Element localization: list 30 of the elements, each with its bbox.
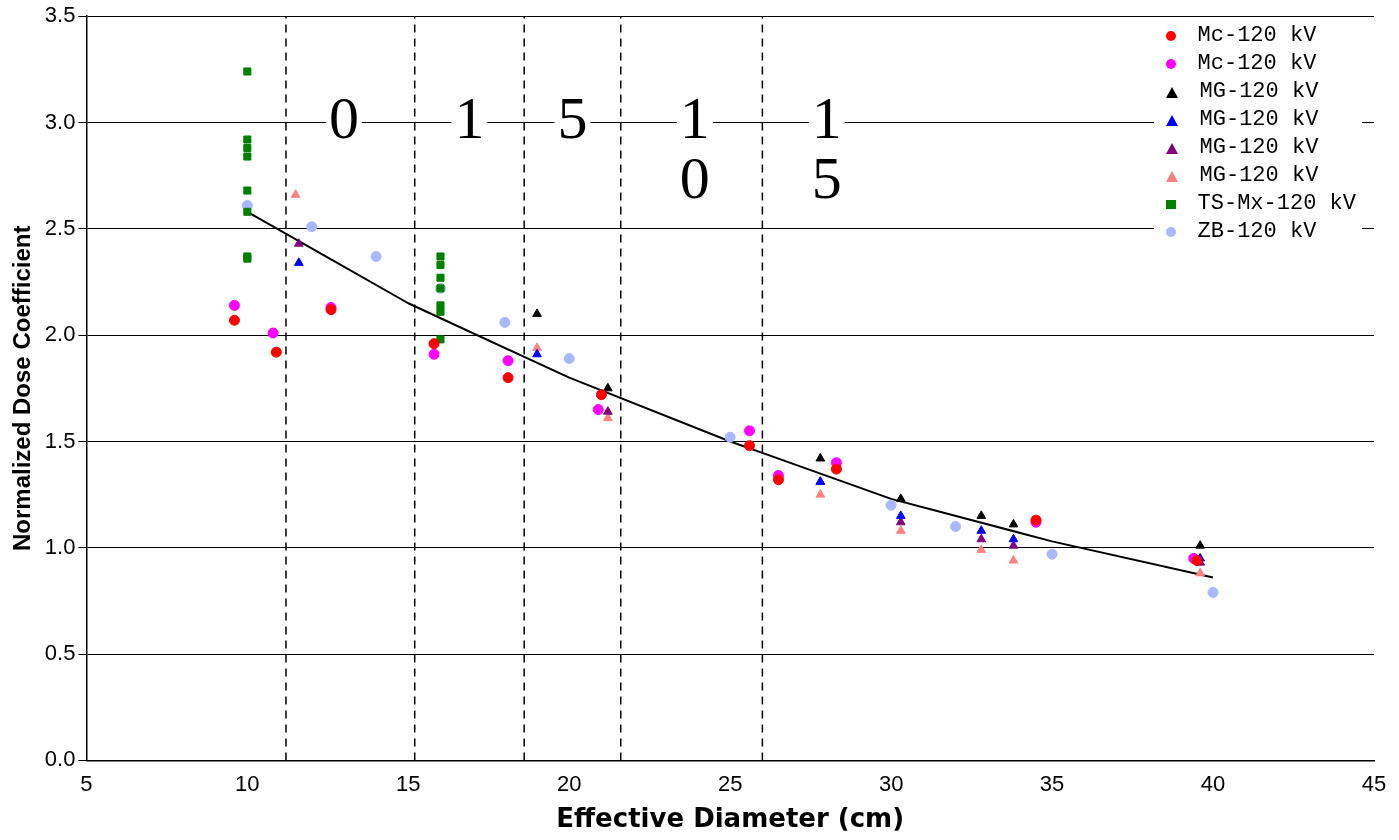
legend-label: Mc-120 kV (1197, 22, 1317, 51)
y-axis-title: Normalized Dose Coefficient (8, 225, 36, 551)
x-tick-label: 10 (235, 770, 260, 796)
annotation: 1 (454, 85, 485, 152)
y-tick-label: 2.0 (44, 321, 76, 347)
legend-label: MG-120 kV (1199, 106, 1319, 135)
x-tick-label: 30 (878, 770, 904, 796)
y-tick-label: 0.5 (44, 640, 76, 666)
legend-label: MG-120 kV (1199, 78, 1319, 107)
legend-label: MG-120 kV (1199, 162, 1319, 191)
legend-label: MG-120 kV (1199, 134, 1319, 163)
x-tick-label: 40 (1200, 770, 1226, 796)
x-tick-label: 35 (1039, 770, 1065, 796)
x-tick-label: 5 (80, 770, 93, 796)
y-tick-label: 0.0 (44, 746, 76, 772)
annotation: 5 (557, 85, 588, 152)
y-tick-label: 2.5 (44, 214, 76, 240)
x-tick-label: 15 (396, 770, 421, 796)
legend-label: Mc-120 kV (1197, 50, 1317, 79)
y-tick-label: 1.0 (44, 533, 76, 559)
y-tick-label: 1.5 (44, 427, 76, 453)
x-tick-label: 25 (717, 770, 743, 796)
y-tick-label: 3.5 (44, 2, 76, 28)
y-tick-label: 3.0 (44, 108, 76, 134)
x-tick-label: 45 (1361, 770, 1387, 796)
annotation: 0 (328, 85, 359, 152)
legend-label: ZB-120 kV (1197, 218, 1317, 247)
legend-label: TS-Mx-120 kV (1197, 190, 1356, 219)
x-axis-title: Effective Diameter (cm) (556, 803, 905, 834)
x-tick-label: 20 (557, 770, 582, 796)
